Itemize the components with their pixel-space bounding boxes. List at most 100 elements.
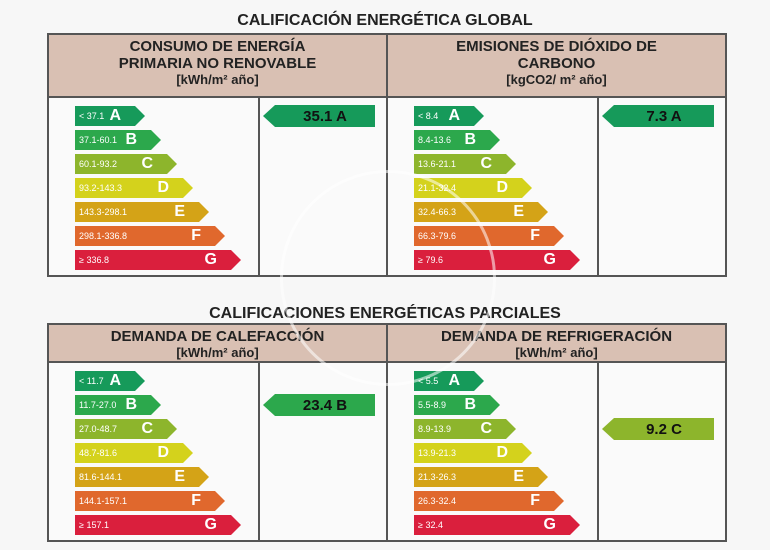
panel-header: EMISIONES DE DIÓXIDO DE CARBONO [kgCO2/ m²… [388, 35, 725, 98]
rating-bar-e: 32.4-66.3 E [414, 202, 548, 222]
rating-bar-c: 8.9-13.9 C [414, 419, 516, 439]
class-letter: G [204, 516, 217, 533]
range-label: 66.3-79.6 [418, 231, 457, 241]
rating-bar-a: < 11.7 A [75, 371, 145, 391]
header-line: [kgCO2/ m² año] [506, 72, 607, 87]
header-line: [kWh/m² año] [176, 345, 259, 360]
header-line: [kWh/m² año] [515, 345, 598, 360]
range-label: ≥ 336.8 [79, 255, 109, 265]
rating-bar-f: 66.3-79.6 F [414, 226, 564, 246]
class-letter: B [464, 131, 476, 148]
class-letter: B [125, 396, 137, 413]
rating-bar-b: 5.5-8.9 B [414, 395, 500, 415]
rating-indicator: 23.4 B [263, 394, 375, 416]
class-letter: B [125, 131, 137, 148]
rating-bar-e: 143.3-298.1 E [75, 202, 209, 222]
rating-bar-c: 13.6-21.1 C [414, 154, 516, 174]
header-line: CARBONO [517, 55, 596, 72]
partial-ratings-section: DEMANDA DE CALEFACCIÓN [kWh/m² año] < 11.7… [47, 323, 727, 542]
range-label: < 37.1 [79, 111, 105, 121]
divider [597, 363, 599, 540]
range-label: 26.3-32.4 [418, 496, 457, 506]
class-letter: D [496, 444, 508, 461]
partial-ratings-title: CALIFICACIONES ENERGÉTICAS PARCIALES [209, 305, 561, 322]
class-letter: C [480, 420, 492, 437]
range-label: ≥ 32.4 [418, 520, 443, 530]
class-letter: F [191, 227, 201, 244]
rating-bar-d: 48.7-81.6 D [75, 443, 193, 463]
rating-bar-c: 27.0-48.7 C [75, 419, 177, 439]
class-letter: C [141, 420, 153, 437]
panel-header: DEMANDA DE CALEFACCIÓN [kWh/m² año] [49, 325, 386, 363]
range-label: < 8.4 [418, 111, 439, 121]
range-label: 143.3-298.1 [79, 207, 128, 217]
class-letter: E [513, 203, 524, 220]
range-label: ≥ 79.6 [418, 255, 443, 265]
class-letter: G [543, 516, 556, 533]
header-line: DEMANDA DE REFRIGERACIÓN [440, 328, 673, 345]
rating-bar-b: 37.1-60.1 B [75, 130, 161, 150]
header-line: CONSUMO DE ENERGÍA [129, 38, 306, 55]
rating-scale: < 8.4 A 8.4-13.6 B 13.6-21.1 C 21.1-32.4 D 32.4-… [388, 98, 725, 275]
rating-bar-f: 144.1-157.1 F [75, 491, 225, 511]
header-line: PRIMARIA NO RENOVABLE [118, 55, 317, 72]
rating-bar-b: 11.7-27.0 B [75, 395, 161, 415]
rating-bar-d: 93.2-143.3 D [75, 178, 193, 198]
range-label: 48.7-81.6 [79, 448, 118, 458]
range-label: 11.7-27.0 [79, 400, 117, 410]
range-label: 144.1-157.1 [79, 496, 128, 506]
rating-bar-d: 13.9-21.3 D [414, 443, 532, 463]
class-letter: D [157, 444, 169, 461]
panel-header: CONSUMO DE ENERGÍA PRIMARIA NO RENOVABLE[… [49, 35, 386, 98]
global-rating-title: CALIFICACIÓN ENERGÉTICA GLOBAL [237, 12, 533, 29]
rating-indicator: 9.2 C [602, 418, 714, 440]
class-letter: C [480, 155, 492, 172]
class-letter: D [496, 179, 508, 196]
panel-header: DEMANDA DE REFRIGERACIÓN [kWh/m² año] [388, 325, 725, 363]
range-label: 37.1-60.1 [79, 135, 118, 145]
range-label: ≥ 157.1 [79, 520, 109, 530]
class-letter: E [174, 468, 185, 485]
rating-bar-f: 26.3-32.4 F [414, 491, 564, 511]
divider [597, 98, 599, 275]
class-letter: E [174, 203, 185, 220]
global-panel-0: CONSUMO DE ENERGÍA PRIMARIA NO RENOVABLE[… [49, 35, 386, 275]
range-label: 93.2-143.3 [79, 183, 123, 193]
class-letter: B [464, 396, 476, 413]
class-letter: F [530, 227, 540, 244]
global-rating-section: CONSUMO DE ENERGÍA PRIMARIA NO RENOVABLE[… [47, 33, 727, 277]
class-letter: A [109, 372, 121, 389]
rating-scale: < 37.1 A 37.1-60.1 B 60.1-93.2 C 93.2-143.3 D 14… [49, 98, 386, 275]
rating-bar-c: 60.1-93.2 C [75, 154, 177, 174]
range-label: 32.4-66.3 [418, 207, 457, 217]
rating-indicator: 35.1 A [263, 105, 375, 127]
range-label: 21.1-32.4 [418, 183, 457, 193]
range-label: 21.3-26.3 [418, 472, 457, 482]
rating-scale: < 5.5 A 5.5-8.9 B 8.9-13.9 C 13.9-21.3 D 21.3-26… [388, 363, 725, 540]
range-label: 81.6-144.1 [79, 472, 123, 482]
header-line: [kWh/m² año] [176, 72, 259, 87]
class-letter: F [191, 492, 201, 509]
class-letter: D [157, 179, 169, 196]
rating-bar-a: < 8.4 A [414, 106, 484, 126]
range-label: 8.9-13.9 [418, 424, 452, 434]
divider [258, 98, 260, 275]
rating-bar-a: < 37.1 A [75, 106, 145, 126]
class-letter: A [109, 107, 121, 124]
range-label: 27.0-48.7 [79, 424, 118, 434]
rating-bar-d: 21.1-32.4 D [414, 178, 532, 198]
rating-bar-b: 8.4-13.6 B [414, 130, 500, 150]
class-letter: E [513, 468, 524, 485]
class-letter: A [448, 372, 460, 389]
rating-bar-f: 298.1-336.8 F [75, 226, 225, 246]
range-label: 5.5-8.9 [418, 400, 447, 410]
rating-bar-g: ≥ 32.4 G [414, 515, 580, 535]
range-label: 13.6-21.1 [418, 159, 457, 169]
range-label: 8.4-13.6 [418, 135, 452, 145]
rating-bar-g: ≥ 79.6 G [414, 250, 580, 270]
rating-bar-e: 21.3-26.3 E [414, 467, 548, 487]
rating-bar-a: < 5.5 A [414, 371, 484, 391]
range-label: < 5.5 [418, 376, 439, 386]
class-letter: F [530, 492, 540, 509]
range-label: 13.9-21.3 [418, 448, 457, 458]
